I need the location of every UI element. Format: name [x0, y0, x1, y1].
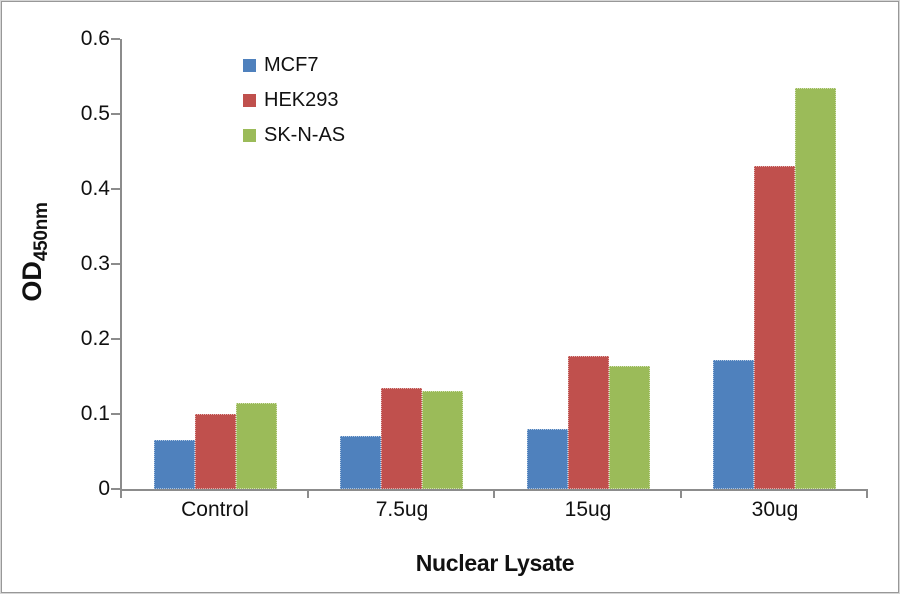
y-axis-tick [111, 488, 120, 490]
y-axis-tick [111, 113, 120, 115]
x-axis-tick [493, 491, 495, 498]
y-axis-tick-label: 0 [98, 477, 110, 500]
bar-sk-n-as-7.5ug [422, 391, 463, 489]
y-axis-tick [111, 38, 120, 40]
y-axis-line [120, 39, 122, 491]
legend-swatch-sk-n-as [243, 128, 256, 142]
x-axis-tick [120, 491, 122, 498]
y-axis-tick-label: 0.2 [80, 327, 110, 350]
legend-label: SK-N-AS [264, 123, 346, 146]
bar-mcf7-30ug [713, 360, 754, 489]
y-axis-tick [111, 413, 120, 415]
x-axis-category-label: 7.5ug [375, 498, 429, 521]
legend-item-sk-n-as: SK-N-AS [243, 124, 345, 146]
legend: MCF7 HEK293 SK-N-AS [243, 54, 345, 159]
y-axis-tick-label: 0.4 [80, 177, 110, 200]
x-axis-category-label: 30ug [751, 498, 799, 521]
y-axis-tick-label: 0.3 [80, 252, 110, 275]
legend-swatch-hek293 [243, 93, 256, 107]
x-axis-tick [866, 491, 868, 498]
y-axis-tick-label: 0.5 [80, 102, 110, 125]
y-axis-tick [111, 188, 120, 190]
bar-hek293-control [195, 414, 236, 489]
x-axis-category-label: Control [181, 498, 249, 521]
legend-swatch-mcf7 [243, 58, 256, 72]
x-axis-title: Nuclear Lysate [415, 550, 575, 576]
bar-mcf7-control [154, 440, 195, 489]
bar-sk-n-as-control [236, 403, 277, 489]
bar-hek293-30ug [754, 166, 795, 489]
x-axis-tick [679, 491, 682, 498]
legend-label: MCF7 [264, 53, 319, 76]
y-axis-tick-label: 0.1 [80, 402, 110, 425]
legend-label: HEK293 [264, 88, 339, 111]
legend-item-mcf7: MCF7 [243, 54, 345, 76]
bar-mcf7-15ug [527, 429, 568, 489]
y-axis-tick [111, 263, 120, 265]
bar-hek293-15ug [568, 356, 609, 489]
x-axis-category-label: 15ug [564, 498, 612, 521]
bar-hek293-7.5ug [381, 388, 422, 489]
legend-item-hek293: HEK293 [243, 89, 345, 111]
y-axis-tick [111, 338, 120, 340]
bar-sk-n-as-15ug [609, 366, 650, 489]
y-axis-tick-label: 0.6 [80, 27, 110, 50]
x-axis-line [120, 489, 868, 491]
bar-sk-n-as-30ug [795, 88, 836, 489]
bar-mcf7-7.5ug [340, 436, 381, 489]
x-axis-tick [306, 491, 309, 498]
